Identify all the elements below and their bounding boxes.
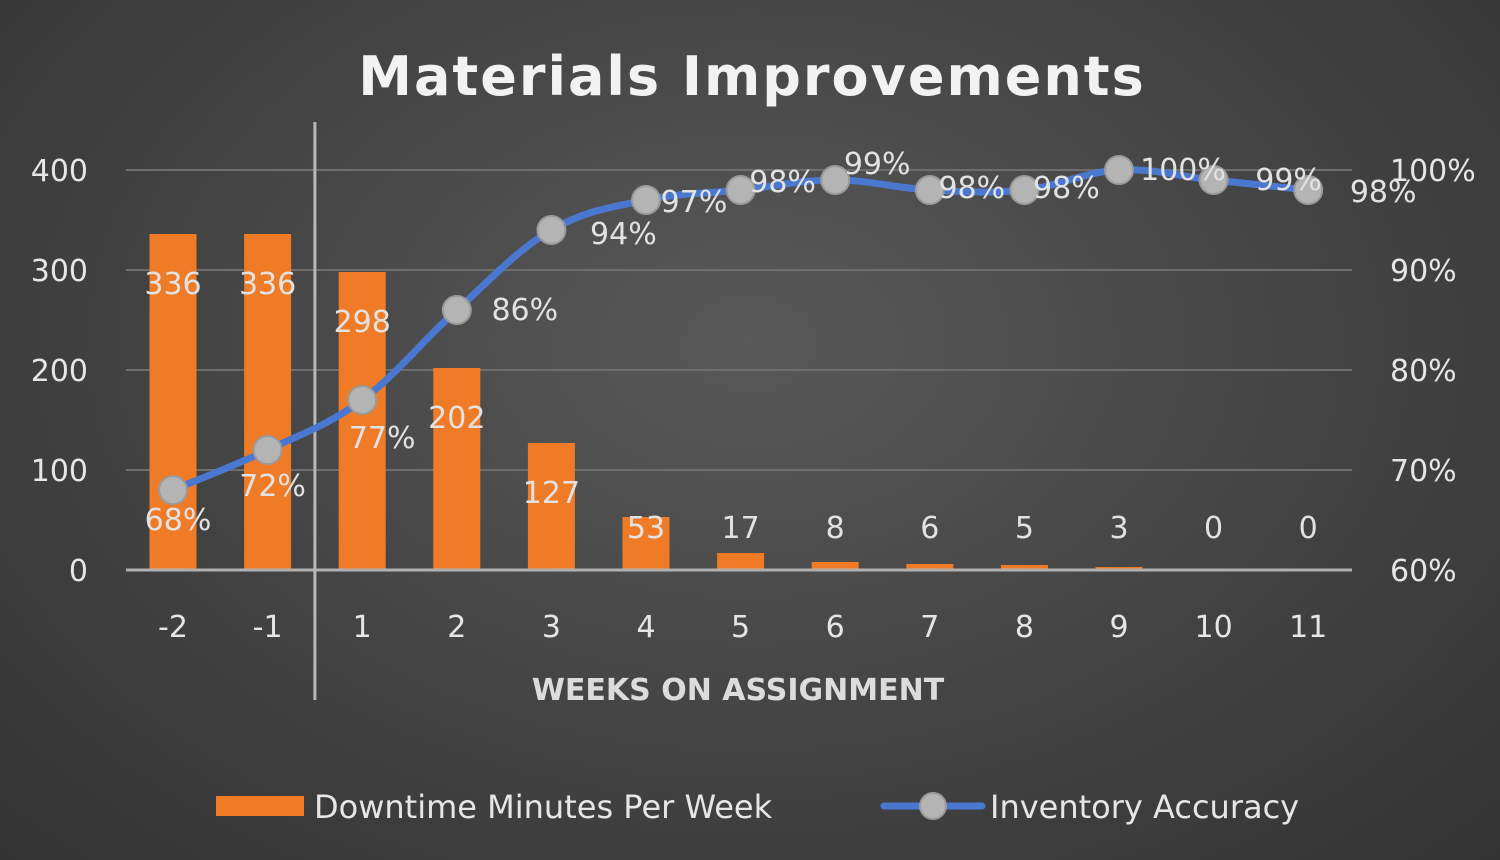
legend: Downtime Minutes Per Week Inventory Accur… xyxy=(216,788,1299,826)
x-tick-label: -1 xyxy=(253,610,283,645)
line-marker xyxy=(441,295,472,325)
legend-swatch-downtime xyxy=(216,796,304,816)
x-tick-label: 9 xyxy=(1109,610,1128,645)
chart-title: Materials Improvements xyxy=(358,45,1146,108)
line-data-label: 68% xyxy=(145,503,212,538)
line-data-label: 99% xyxy=(1255,163,1322,198)
bar-data-label: 336 xyxy=(144,267,201,302)
x-axis-title: WEEKS ON ASSIGNMENT xyxy=(532,673,945,708)
legend-swatch-accuracy-marker xyxy=(919,792,947,820)
line-marker xyxy=(1293,175,1324,205)
y2-tick-label: 60% xyxy=(1390,554,1457,589)
bar-data-label: 53 xyxy=(627,511,665,546)
bar xyxy=(527,443,575,570)
line-marker xyxy=(347,385,378,415)
line-data-label: 94% xyxy=(590,217,657,252)
x-tick-label: 2 xyxy=(447,610,466,645)
line-data-label: 98% xyxy=(749,165,816,200)
y-tick-label: 100 xyxy=(31,454,88,489)
line-marker xyxy=(631,185,661,215)
bar-series xyxy=(149,234,1143,570)
line-data-label: 98% xyxy=(1033,171,1100,206)
line-marker xyxy=(1104,155,1134,185)
bar xyxy=(1000,565,1048,570)
line-data-label: 99% xyxy=(844,147,911,182)
line-marker xyxy=(725,175,756,205)
line-data-label: 97% xyxy=(661,185,728,220)
bar xyxy=(433,368,481,570)
y-tick-label: 300 xyxy=(31,254,88,289)
x-tick-label: 3 xyxy=(542,610,561,645)
line-marker xyxy=(536,215,567,245)
line-series xyxy=(158,155,1324,505)
bar-data-label: 5 xyxy=(1015,511,1034,546)
bar-data-label: 202 xyxy=(428,401,485,436)
bar xyxy=(338,272,386,570)
y2-tick-label: 80% xyxy=(1390,354,1457,389)
line-marker xyxy=(158,475,188,505)
x-tick-label: 1 xyxy=(353,610,372,645)
x-tick-label: 8 xyxy=(1015,610,1034,645)
x-tick-label: 10 xyxy=(1195,610,1233,645)
x-tick-label: -2 xyxy=(158,610,188,645)
line-data-label: 98% xyxy=(938,171,1005,206)
bar xyxy=(244,234,292,570)
bar xyxy=(906,564,954,570)
line-marker xyxy=(1009,175,1040,205)
bar-data-label: 336 xyxy=(239,267,296,302)
bar-data-label: 6 xyxy=(920,511,939,546)
y-tick-label: 0 xyxy=(69,554,88,589)
x-tick-label: 4 xyxy=(636,610,655,645)
bar xyxy=(717,553,765,570)
bar-data-label: 8 xyxy=(826,511,845,546)
bar-data-label: 298 xyxy=(334,305,391,340)
line-data-label: 77% xyxy=(349,421,416,456)
y2-tick-label: 90% xyxy=(1390,254,1457,289)
legend-label-accuracy: Inventory Accuracy xyxy=(990,788,1299,826)
bar xyxy=(811,562,859,570)
bar-data-label: 0 xyxy=(1299,511,1318,546)
x-tick-label: 11 xyxy=(1289,610,1327,645)
line-data-label: 100% xyxy=(1140,153,1226,188)
line-marker xyxy=(252,435,283,465)
y2-tick-label: 70% xyxy=(1390,454,1457,489)
bar-data-label: 3 xyxy=(1109,511,1128,546)
line-data-label: 72% xyxy=(239,469,306,504)
y-tick-label: 400 xyxy=(31,154,88,189)
line-marker xyxy=(820,165,851,195)
y2-tick-label: 100% xyxy=(1390,154,1476,189)
bar xyxy=(149,234,197,570)
line-marker xyxy=(914,175,945,205)
x-tick-label: 5 xyxy=(731,610,750,645)
x-tick-label: 6 xyxy=(826,610,845,645)
bar-data-label: 127 xyxy=(523,476,580,511)
bar-data-label: 17 xyxy=(722,511,760,546)
line-data-label: 86% xyxy=(491,293,558,328)
line-marker xyxy=(1198,165,1229,195)
legend-label-downtime: Downtime Minutes Per Week xyxy=(314,788,773,826)
gridlines xyxy=(126,169,1352,471)
bar-data-label: 0 xyxy=(1204,511,1223,546)
y-tick-label: 200 xyxy=(31,354,88,389)
bar xyxy=(622,517,670,570)
x-tick-label: 7 xyxy=(920,610,939,645)
line-data-label: 98% xyxy=(1350,175,1417,210)
